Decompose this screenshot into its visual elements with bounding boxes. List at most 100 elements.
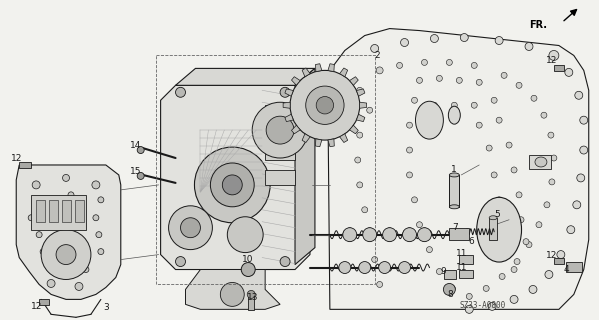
Circle shape: [486, 145, 492, 151]
Bar: [444, 269, 456, 279]
Circle shape: [567, 226, 575, 234]
Polygon shape: [350, 125, 358, 134]
Circle shape: [580, 116, 588, 124]
Bar: [156, 55, 374, 284]
Circle shape: [210, 163, 254, 207]
Polygon shape: [316, 64, 322, 72]
Ellipse shape: [386, 228, 394, 242]
Bar: [566, 261, 582, 271]
Bar: [449, 228, 469, 240]
Circle shape: [575, 91, 583, 99]
Polygon shape: [16, 165, 121, 300]
Text: 6: 6: [468, 237, 474, 246]
Circle shape: [66, 229, 72, 235]
Circle shape: [460, 34, 468, 42]
Bar: [39, 300, 49, 305]
Circle shape: [397, 62, 403, 68]
Circle shape: [446, 60, 452, 65]
Circle shape: [290, 70, 360, 140]
Circle shape: [222, 175, 242, 195]
Polygon shape: [176, 68, 315, 85]
Circle shape: [496, 117, 502, 123]
Circle shape: [529, 285, 537, 293]
Circle shape: [362, 207, 368, 213]
Circle shape: [416, 222, 422, 228]
Text: 5: 5: [494, 210, 500, 219]
Circle shape: [545, 270, 553, 278]
Circle shape: [372, 257, 377, 262]
Circle shape: [371, 44, 379, 52]
Circle shape: [449, 285, 455, 292]
Circle shape: [544, 202, 550, 208]
Text: SZ33-A0800: SZ33-A0800: [459, 301, 506, 310]
Bar: [31, 195, 86, 230]
Text: 4: 4: [564, 265, 570, 274]
Text: 12: 12: [31, 302, 42, 311]
Circle shape: [516, 82, 522, 88]
Bar: [75, 200, 84, 222]
Circle shape: [516, 192, 522, 198]
Text: 11: 11: [456, 263, 467, 272]
Circle shape: [499, 274, 505, 279]
Circle shape: [359, 261, 371, 274]
Circle shape: [495, 36, 503, 44]
Circle shape: [565, 68, 573, 76]
Circle shape: [403, 228, 416, 242]
Polygon shape: [328, 64, 334, 72]
Polygon shape: [302, 134, 310, 142]
Circle shape: [523, 239, 529, 244]
Circle shape: [266, 116, 294, 144]
Circle shape: [137, 147, 144, 154]
Circle shape: [483, 285, 489, 292]
Circle shape: [412, 197, 418, 203]
Polygon shape: [292, 77, 300, 85]
Polygon shape: [356, 89, 365, 96]
Polygon shape: [285, 89, 294, 96]
Polygon shape: [340, 68, 347, 77]
Circle shape: [501, 72, 507, 78]
Polygon shape: [161, 85, 310, 269]
Polygon shape: [340, 134, 347, 142]
Ellipse shape: [346, 228, 354, 242]
Circle shape: [551, 155, 557, 161]
Circle shape: [28, 215, 34, 221]
Bar: [265, 105, 295, 130]
Bar: [62, 200, 71, 222]
Circle shape: [47, 279, 55, 287]
Circle shape: [491, 97, 497, 103]
Circle shape: [379, 261, 391, 274]
Circle shape: [536, 222, 542, 228]
Circle shape: [93, 215, 99, 221]
Circle shape: [443, 284, 455, 295]
Circle shape: [367, 107, 373, 113]
Circle shape: [339, 261, 351, 274]
Polygon shape: [285, 114, 294, 122]
Circle shape: [451, 102, 457, 108]
Circle shape: [252, 102, 308, 158]
Circle shape: [68, 192, 74, 198]
Circle shape: [363, 228, 377, 242]
Circle shape: [437, 268, 443, 275]
Ellipse shape: [489, 216, 497, 220]
Polygon shape: [316, 139, 322, 147]
Ellipse shape: [366, 228, 374, 242]
Text: 1: 1: [452, 165, 457, 174]
Circle shape: [96, 232, 102, 238]
Circle shape: [431, 102, 437, 108]
Bar: [529, 155, 551, 169]
Circle shape: [511, 267, 517, 273]
Circle shape: [98, 197, 104, 203]
Bar: [459, 269, 473, 278]
Circle shape: [531, 95, 537, 101]
Text: 8: 8: [447, 290, 453, 299]
Circle shape: [491, 172, 497, 178]
Circle shape: [357, 182, 363, 188]
Circle shape: [412, 97, 418, 103]
Circle shape: [40, 249, 46, 255]
Circle shape: [506, 244, 512, 251]
Circle shape: [168, 206, 213, 250]
Polygon shape: [328, 28, 589, 309]
Bar: [265, 140, 295, 160]
Circle shape: [316, 97, 334, 114]
Text: 12: 12: [546, 56, 558, 65]
